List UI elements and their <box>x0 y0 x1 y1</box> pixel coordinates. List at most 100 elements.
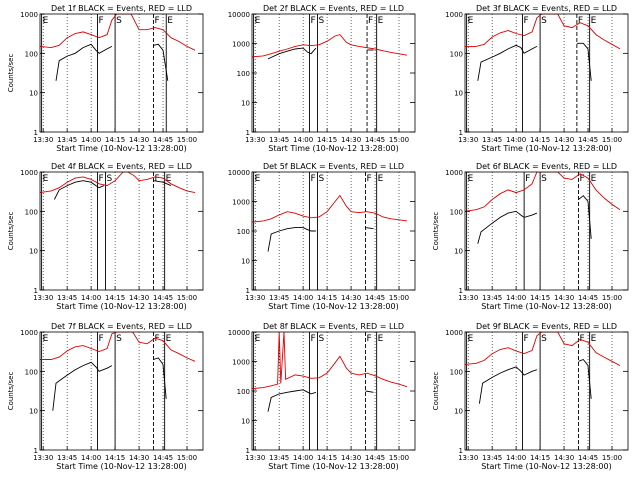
x-tick-label: 14:15 <box>530 454 550 462</box>
y-tick-label: 100 <box>25 50 38 58</box>
y-tick-label: 1000 <box>232 41 250 49</box>
y-tick-label: 100 <box>25 208 38 216</box>
event-marker-label: F <box>99 174 104 184</box>
x-tick-label: 13:45 <box>57 136 77 144</box>
x-tick-label: 13:45 <box>482 136 502 144</box>
lld-series-line <box>252 34 408 58</box>
x-tick-label: 14:45 <box>578 454 598 462</box>
y-axis-label: Counts/sec <box>432 372 440 411</box>
event-marker-label: E <box>591 334 597 344</box>
events-series-line <box>153 43 169 81</box>
x-tick-label: 13:30 <box>33 136 53 144</box>
x-axis-label: Start Time (10-Nov-12 13:28:00) <box>268 302 398 311</box>
y-tick-label: 10 <box>454 408 463 416</box>
x-tick-label: 14:15 <box>317 136 337 144</box>
x-tick-label: 13:45 <box>57 294 77 302</box>
event-marker-label: E <box>468 16 474 26</box>
x-tick-label: 14:15 <box>105 136 125 144</box>
x-tick-label: 14:15 <box>530 136 550 144</box>
plot-frame <box>464 171 629 291</box>
x-tick-label: 14:00 <box>81 294 101 302</box>
plot-frame <box>251 13 416 133</box>
y-axis-label: Counts/sec <box>7 372 15 411</box>
event-marker-label: F <box>524 16 529 26</box>
y-axis-label: Counts/sec <box>7 54 15 93</box>
y-tick-label: 1 <box>246 287 250 295</box>
x-tick-label: 14:30 <box>554 454 574 462</box>
x-tick-label: 14:45 <box>578 294 598 302</box>
x-tick-label: 15:00 <box>602 136 622 144</box>
x-tick-label: 14:00 <box>293 136 313 144</box>
x-tick-label: 13:45 <box>269 294 289 302</box>
panel-title: Det 5f BLACK = Events, RED = LLD <box>263 162 404 171</box>
y-tick-label: 100 <box>450 208 463 216</box>
event-marker-label: F <box>99 334 104 344</box>
x-axis-label: Start Time (10-Nov-12 13:28:00) <box>56 144 186 153</box>
lld-series-line <box>465 14 621 50</box>
event-marker-label: S <box>541 174 547 184</box>
event-marker-label: F <box>579 334 584 344</box>
y-tick-label: 1000 <box>20 169 38 177</box>
y-tick-label: 1000 <box>20 11 38 19</box>
event-marker-label: F <box>154 16 159 26</box>
event-marker-label: F <box>524 334 529 344</box>
event-marker-label: F <box>525 174 530 184</box>
x-tick-label: 15:00 <box>177 454 197 462</box>
plot-frame <box>39 13 204 133</box>
x-tick-label: 13:30 <box>33 454 53 462</box>
x-tick-label: 14:00 <box>293 454 313 462</box>
x-tick-label: 14:30 <box>341 136 361 144</box>
event-marker-label: S <box>107 174 113 184</box>
events-series-line <box>267 47 317 60</box>
event-marker-label: E <box>468 334 474 344</box>
event-marker-label: E <box>167 16 173 26</box>
event-marker-label: F <box>311 16 316 26</box>
event-marker-label: S <box>116 16 122 26</box>
x-tick-label: 15:00 <box>177 136 197 144</box>
x-tick-label: 14:45 <box>153 454 173 462</box>
event-marker-label: S <box>319 334 325 344</box>
y-tick-label: 1 <box>459 129 463 137</box>
lld-series-line <box>40 172 196 194</box>
x-tick-label: 14:00 <box>506 294 526 302</box>
event-marker-label: E <box>378 16 384 26</box>
panel-title: Det 9f BLACK = Events, RED = LLD <box>476 322 617 331</box>
y-axis-label: Counts/sec <box>7 212 15 251</box>
x-tick-label: 13:30 <box>458 454 478 462</box>
y-tick-label: 100 <box>25 368 38 376</box>
x-tick-label: 14:45 <box>365 454 385 462</box>
x-axis-label: Start Time (10-Nov-12 13:28:00) <box>481 302 611 311</box>
x-tick-label: 14:30 <box>129 136 149 144</box>
y-tick-label: 1000 <box>20 329 38 337</box>
events-series-line <box>478 366 538 404</box>
y-tick-label: 10 <box>29 90 38 98</box>
event-marker-label: E <box>166 334 172 344</box>
x-tick-label: 14:30 <box>129 454 149 462</box>
event-marker-label: S <box>319 16 325 26</box>
y-tick-label: 1000 <box>445 169 463 177</box>
events-series-line <box>153 180 172 187</box>
y-tick-label: 100 <box>237 70 250 78</box>
events-series-line <box>153 357 167 399</box>
x-tick-label: 13:30 <box>245 136 265 144</box>
x-tick-label: 14:45 <box>365 136 385 144</box>
y-tick-label: 10 <box>454 90 463 98</box>
x-tick-label: 14:00 <box>506 136 526 144</box>
y-tick-label: 1000 <box>232 199 250 207</box>
event-marker-label: E <box>43 16 49 26</box>
x-tick-label: 14:15 <box>530 294 550 302</box>
panel-title: Det 3f BLACK = Events, RED = LLD <box>476 4 617 13</box>
lld-series-line <box>252 332 408 390</box>
x-axis-label: Start Time (10-Nov-12 13:28:00) <box>56 462 186 471</box>
x-axis-label: Start Time (10-Nov-12 13:28:00) <box>268 144 398 153</box>
event-marker-label: E <box>255 174 261 184</box>
x-tick-label: 14:30 <box>341 454 361 462</box>
events-series-line <box>365 227 374 230</box>
lld-series-line <box>40 14 196 51</box>
